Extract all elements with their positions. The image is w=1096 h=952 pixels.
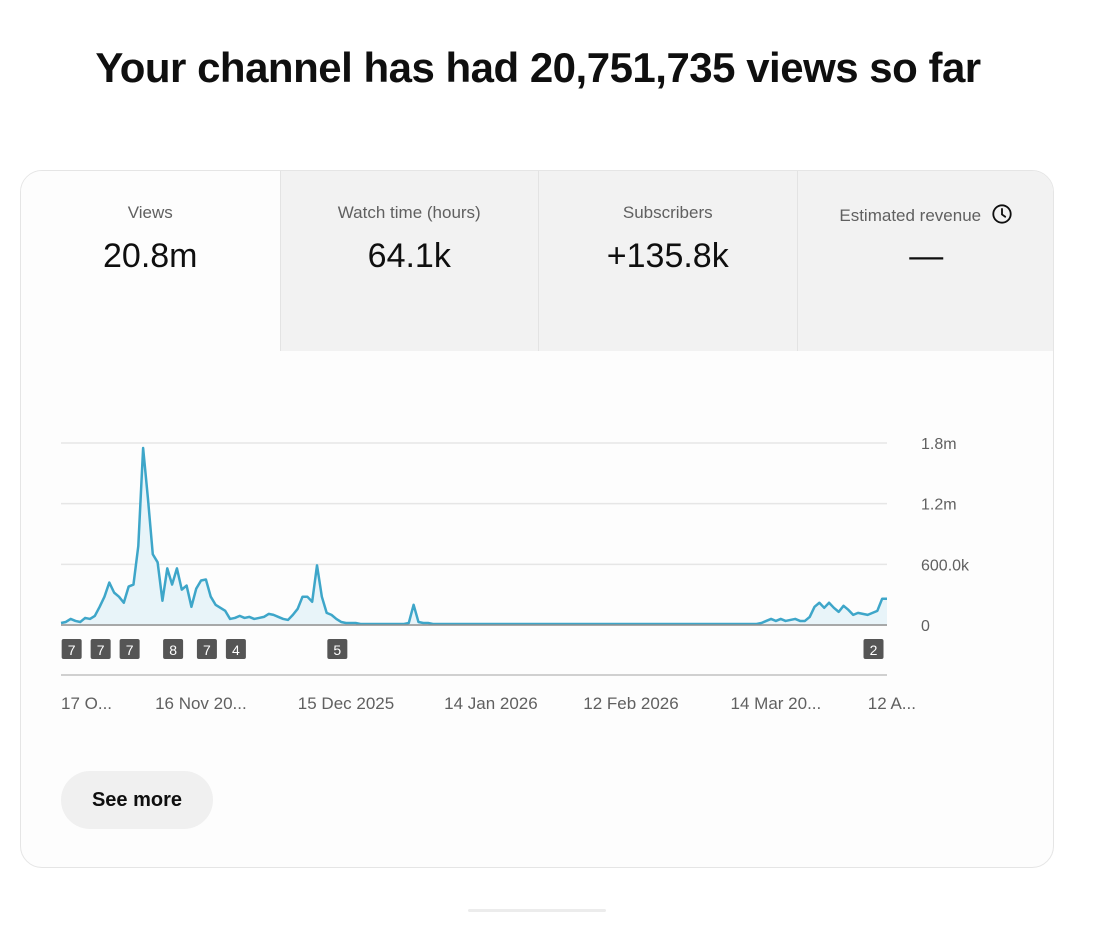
views-series-line xyxy=(60,446,887,626)
upload-marker-box xyxy=(196,639,217,659)
metric-label-text: Estimated revenue xyxy=(839,206,982,225)
see-more-button[interactable]: See more xyxy=(61,771,213,829)
upload-marker-label: 7 xyxy=(97,642,105,658)
analytics-card: Views 20.8m Watch time (hours) 64.1k Sub… xyxy=(20,170,1054,868)
y-tick-label: 0 xyxy=(921,618,930,635)
page-title: Your channel has had 20,751,735 views so… xyxy=(95,44,981,91)
x-tick-label: 17 O... xyxy=(61,694,112,713)
views-chart: 1.8m 1.2m 600.0k 0 7 7 7 8 7 4 5 2 17 O... 16 Nov 20.… xyxy=(21,351,1053,721)
x-tick-label: 16 Nov 20... xyxy=(155,694,247,713)
upload-marker-box xyxy=(163,639,184,659)
upload-marker-label: 5 xyxy=(333,642,341,658)
x-tick-label: 14 Mar 20... xyxy=(731,694,822,713)
upload-marker[interactable]: 8 xyxy=(163,639,184,659)
x-tick-label: 15 Dec 2025 xyxy=(298,694,394,713)
y-tick-label: 1.2m xyxy=(921,497,957,514)
upload-marker-box xyxy=(119,639,140,659)
x-tick-label: 12 Feb 2026 xyxy=(583,694,678,713)
upload-marker-label: 7 xyxy=(68,642,76,658)
upload-marker-label: 2 xyxy=(870,642,878,658)
upload-marker-box xyxy=(327,639,348,659)
upload-marker[interactable]: 7 xyxy=(90,639,111,659)
upload-marker-box xyxy=(90,639,111,659)
upload-marker-box xyxy=(61,639,82,659)
upload-marker[interactable]: 7 xyxy=(119,639,140,659)
x-tick-label: 12 A... xyxy=(868,694,916,713)
metric-value: 20.8m xyxy=(103,237,198,275)
y-tick-label: 1.8m xyxy=(921,436,957,453)
upload-marker[interactable]: 5 xyxy=(327,639,348,659)
tab-views[interactable]: Views 20.8m xyxy=(21,171,280,351)
upload-marker-box xyxy=(225,639,246,659)
tab-subscribers[interactable]: Subscribers +135.8k xyxy=(538,171,797,351)
upload-marker-label: 7 xyxy=(126,642,134,658)
metric-value: +135.8k xyxy=(606,237,729,275)
metric-value: — xyxy=(909,237,944,275)
upload-marker-label: 4 xyxy=(232,642,240,658)
x-tick-label: 14 Jan 2026 xyxy=(444,694,538,713)
metric-label: Views xyxy=(127,203,173,222)
tab-estimated-revenue[interactable]: Estimated revenue — xyxy=(796,171,1054,351)
metric-label: Subscribers xyxy=(622,203,713,222)
metric-tabs: Views 20.8m Watch time (hours) 64.1k Sub… xyxy=(21,171,1054,351)
sheet-handle[interactable] xyxy=(468,909,606,912)
upload-marker-label: 7 xyxy=(203,642,211,658)
upload-marker[interactable]: 2 xyxy=(863,639,884,659)
upload-marker[interactable]: 7 xyxy=(61,639,82,659)
metric-label: Estimated revenue xyxy=(798,203,1054,226)
y-tick-label: 600.0k xyxy=(921,557,970,574)
metric-value: 64.1k xyxy=(367,237,451,275)
metric-label: Watch time (hours) xyxy=(337,203,481,222)
views-chart-svg: 1.8m 1.2m 600.0k 0 7 7 7 8 7 4 5 2 17 O... 16 Nov 20.… xyxy=(60,436,970,713)
tab-watch-time[interactable]: Watch time (hours) 64.1k xyxy=(279,171,538,351)
upload-marker[interactable]: 4 xyxy=(225,639,246,659)
views-area-fill xyxy=(61,448,887,625)
upload-marker[interactable]: 7 xyxy=(196,639,217,659)
upload-marker-label: 8 xyxy=(169,642,177,658)
upload-marker-box xyxy=(863,639,884,659)
clock-icon[interactable] xyxy=(991,203,1013,225)
